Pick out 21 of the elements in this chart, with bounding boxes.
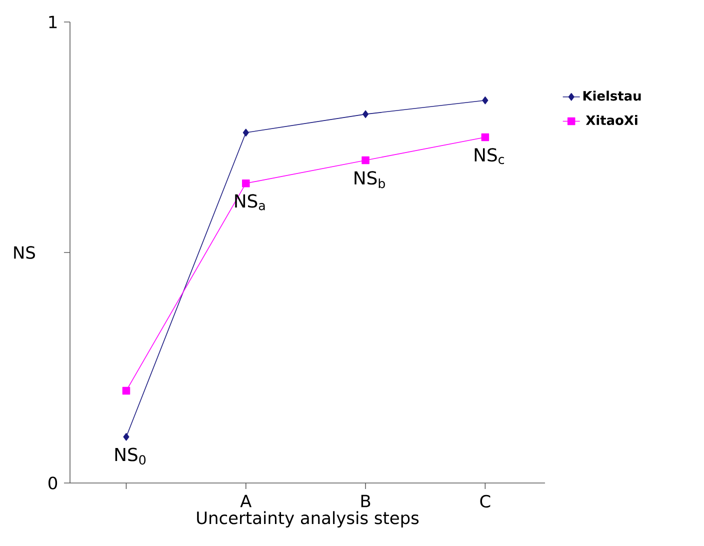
point — [362, 156, 370, 164]
x-tick-label: B — [361, 494, 370, 508]
point — [123, 433, 130, 441]
annotation: NS$_{b}$ — [354, 171, 385, 188]
y-tick-label: 0 — [48, 476, 58, 490]
annotation: NS$_{0}$ — [115, 448, 146, 465]
point — [481, 133, 490, 142]
x-axis-title: Uncertainty analysis steps — [197, 511, 419, 528]
point — [242, 179, 250, 188]
x-tick-label: C — [480, 494, 490, 508]
x-tick-label: A — [240, 494, 252, 508]
annotation: NS$_{c}$ — [474, 148, 504, 164]
legend-label: XitaoXi — [586, 115, 638, 126]
y-tick-label: 1 — [49, 16, 57, 28]
point — [482, 96, 488, 104]
legend-label: Kielstau — [583, 90, 641, 101]
point — [362, 110, 369, 118]
y-axis-title: NS — [14, 246, 35, 259]
point — [122, 386, 130, 395]
annotation: NS$_{a}$ — [235, 194, 265, 210]
point — [242, 128, 249, 137]
